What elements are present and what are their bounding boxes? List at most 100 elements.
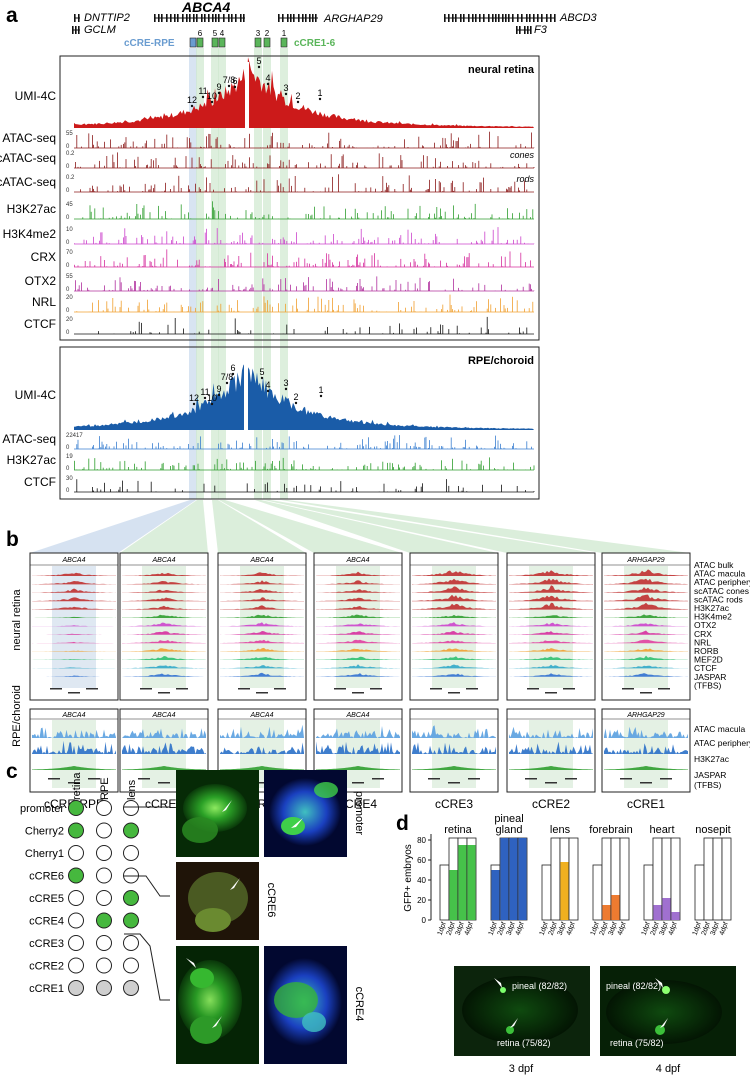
gene-label-f3: F3 [534,24,548,36]
x-tick-label: 2dpf [599,921,610,936]
y-tick-label: 60 [417,856,426,865]
zoom-connector [120,500,208,553]
umi-peak-label-retina: 9 [216,82,221,92]
highlight-column [263,48,271,499]
retina-track: UMI-4C [15,57,534,128]
x-tick-label: 4dpf [617,921,628,936]
umi-peak-label-retina: 6 [232,76,237,86]
rpe-zoom-track-label: ATAC periphery [694,738,750,748]
bar-positive [653,905,662,920]
arrowhead-icon [510,1018,518,1028]
retina-track-signal [74,174,534,193]
retina-zoom-track-label: CTCF [694,663,717,673]
bar-positive [491,870,500,920]
zoom-track-signal [412,614,496,618]
zoom-track-signal [122,605,206,610]
zoom-track-signal [32,572,116,576]
umi-peak-marker [266,82,270,86]
retina-track: CTCF 20 0 [24,316,534,336]
retina-zoom-track-label: MEF2D [694,655,723,665]
bar-total [541,864,552,921]
x-tick-label: 4dpf [566,921,577,936]
activity-column-header: retina [71,772,83,800]
y-tick-label: 80 [417,836,426,845]
retina-track-signal [74,294,534,313]
bar-positive [509,838,518,920]
umi-peak-marker [201,95,205,99]
zoom-track-signal [32,650,116,652]
retina-tracks-frame [59,55,540,341]
x-tick-label: 2dpf [650,921,661,936]
bar-total [670,837,681,921]
zoom-track-signal [412,631,496,635]
activity-cell [68,957,84,974]
tfbs-mark [372,778,384,780]
zoom-track-signal [604,587,688,593]
activity-row-label: promoter [20,803,64,815]
ccre-highlight-columns [189,48,288,499]
zoom-track-signal [604,766,688,770]
ccre-zoom-column: cCRE2 [506,552,596,811]
tfbs-mark [466,688,478,690]
activity-cell [68,890,84,906]
zoom-track-signal [32,597,116,602]
retina-track-label: NRL [32,295,56,309]
zoom-track-signal [604,665,688,669]
tfbs-mark [468,778,480,780]
umi-peak-label-rpe: 2 [293,392,298,402]
activity-cell [123,912,139,929]
zoom-track-signal [412,656,496,660]
zoom-track-signal [32,659,116,660]
retina-track-signal [74,316,534,335]
rpe-track: ATAC-seq 22417 0 [2,432,534,451]
gene-structure-abca4 [154,14,245,22]
zoom-track-signal [220,622,304,627]
zoom-connector [30,500,196,553]
retina-track-zero: 0 [66,330,70,336]
zoom-track-signal [412,586,496,593]
pineal-count-4dpf: pineal (82/82) [606,981,661,991]
zoom-track-signal [412,725,496,738]
rpe-track-scale: 19 [66,454,73,460]
retina-zoom-track-label: ATAC periphery [694,577,750,587]
group-name-label: nosepit [695,824,730,836]
gene-structure-f3 [516,26,532,34]
panel-label-c: c [6,760,18,783]
caption-3dpf: 3 dpf [509,1063,534,1075]
zoom-connector [255,500,498,553]
retina-track-label: ATAC-seq [2,131,56,145]
tfbs-mark [86,688,98,690]
tfbs-mark [658,688,670,690]
ccre-rpe-label: cCRE-RPE [124,38,175,49]
zoom-gene-label: ABCA4 [62,557,86,564]
activity-cell [68,980,84,996]
zoom-track-signal [220,647,304,652]
ccre-box [211,37,219,48]
group-name-label: gland [496,824,523,836]
activity-cell [123,957,139,974]
umi-peak-marker [260,376,264,380]
rpe-track: H3K27ac 19 0 [7,453,535,472]
ccre-zoom-column: cCRE3 [409,552,499,811]
tfbs-mark [525,778,537,780]
bar-total [592,864,603,921]
umi-peak-marker [257,65,261,69]
zoom-track-signal [316,766,400,770]
activity-cell [68,845,84,861]
tfbs-mark [256,782,268,784]
ccre-box [254,37,262,48]
image-promoter-dapi [264,770,347,857]
zoom-track-signal [604,578,688,585]
umi-peak-label-retina: 10 [207,91,217,101]
umi-peak-label-retina: 3 [283,83,288,93]
rpe-track: UMI-4C [15,355,534,431]
tfbs-mark [428,778,440,780]
zoom-gene-label: ABCA4 [62,712,86,719]
ccre-box-number: 5 [213,29,218,38]
zoom-track-signal [220,614,304,618]
umi-peak-marker [192,402,196,406]
activity-row-label: cCRE5 [29,893,64,905]
